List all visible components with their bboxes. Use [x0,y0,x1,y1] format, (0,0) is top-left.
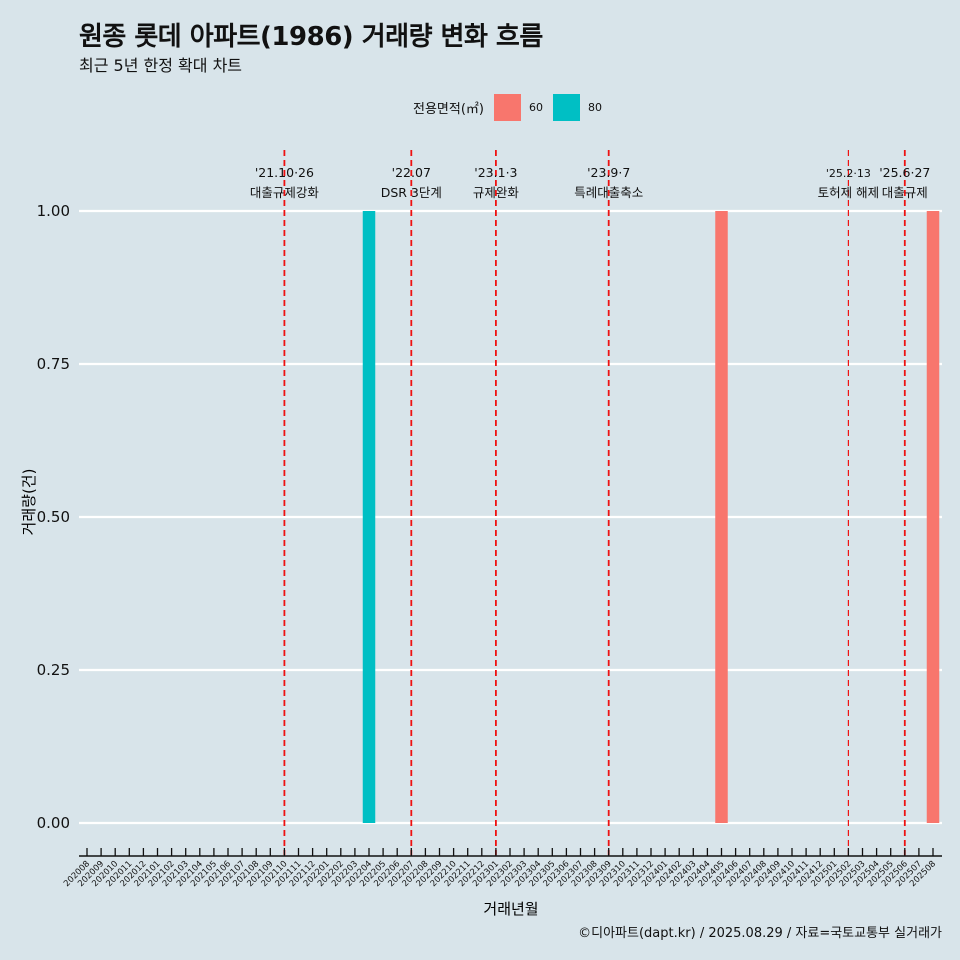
legend-label-80: 80 [587,100,602,114]
chart-title: 원종 롯데 아파트(1986) 거래량 변화 흐름 [79,22,543,52]
annotation-label: DSR 3단계 [381,185,442,200]
legend-title: 전용면적(㎡) [413,101,484,117]
legend-label-60: 60 [528,100,543,114]
annotation-label: 대출규제강화 [250,185,320,200]
caption: ©디아파트(dapt.kr) / 2025.08.29 / 자료=국토교통부 실… [578,926,942,941]
annotation-date: '23.1·3 [474,165,517,180]
y-tick-label: 0.50 [37,508,70,526]
annotation-date: '23.9·7 [587,165,630,180]
annotation-label: 토허제 해제 [818,185,879,200]
x-axis-title: 거래년월 [483,900,538,918]
bar-60-202405 [715,211,728,823]
annotation-date: '22.07 [392,165,431,180]
annotation-label: 규제완화 [473,185,520,200]
y-axis-title: 거래량(건) [20,469,38,536]
bar-60-202508 [926,211,940,823]
bar-80-202204 [362,211,376,823]
annotation-date: '21.10·26 [255,165,314,180]
annotation-label: 대출규제 [882,185,928,200]
annotation-date: '25.6·27 [879,165,930,180]
annotation-label: 특례대출축소 [574,185,643,200]
y-tick-label: 0.75 [37,355,70,373]
legend-swatch-60 [493,93,521,121]
y-tick-label: 0.25 [37,661,70,679]
y-tick-label: 1.00 [37,202,70,220]
legend: 전용면적(㎡) 60 80 [413,93,612,121]
legend-swatch-80 [552,93,580,121]
chart-subtitle: 최근 5년 한정 확대 차트 [79,56,243,75]
annotation-date: '25.2·13 [826,167,871,180]
y-tick-label: 0.00 [37,814,70,832]
